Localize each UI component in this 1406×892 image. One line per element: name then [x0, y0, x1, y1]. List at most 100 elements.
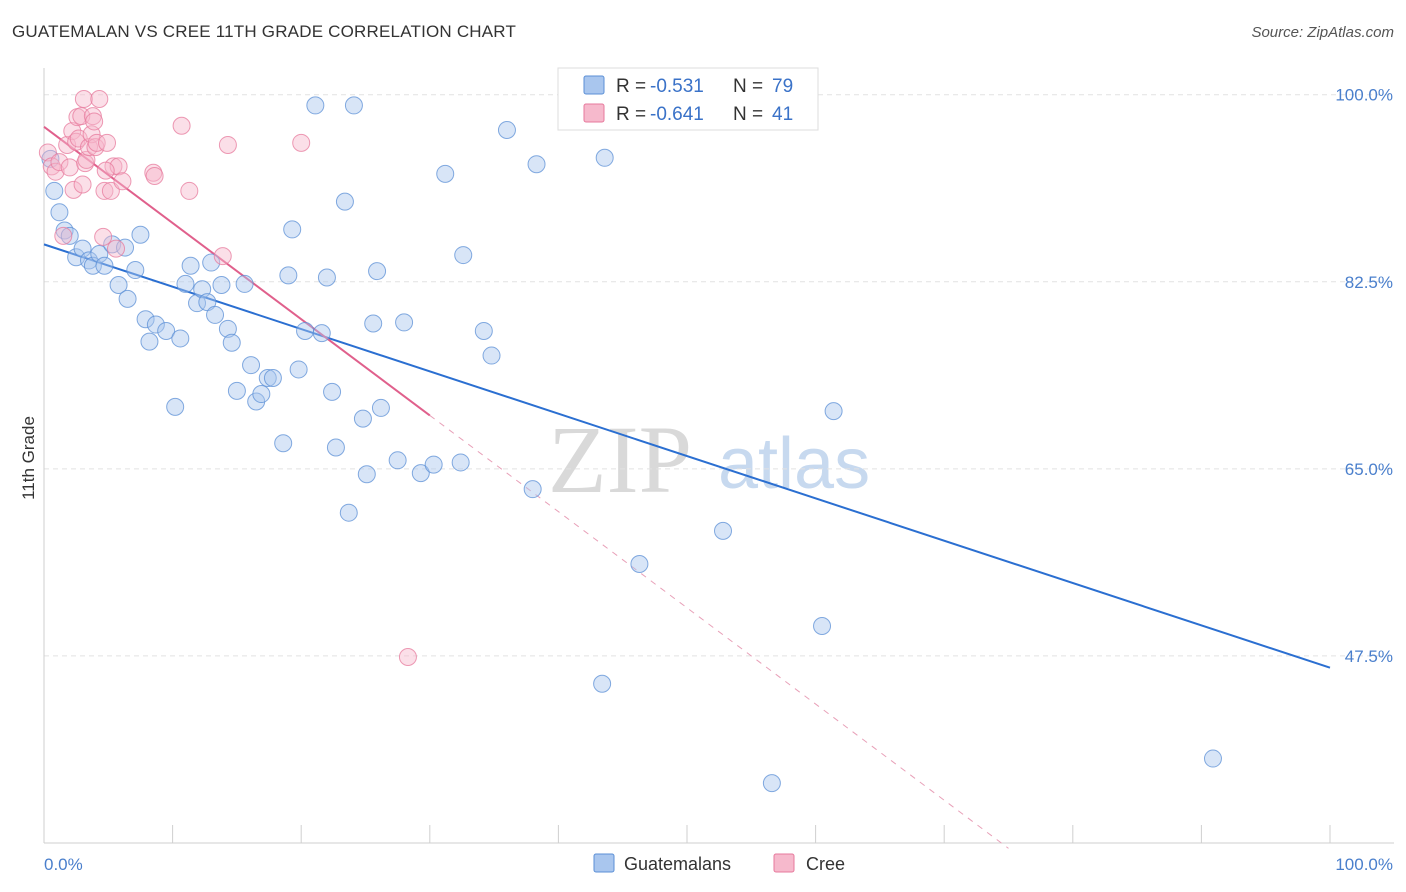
legend-swatch-cree [583, 103, 605, 123]
cree-point [73, 175, 92, 194]
guatemalans-point [451, 453, 470, 472]
cree-point [95, 181, 114, 200]
cree-point [90, 90, 109, 108]
guatemalans-point [482, 346, 501, 365]
guatemalans-point [227, 381, 246, 400]
cree-point [64, 180, 83, 199]
regression-lines [43, 125, 1331, 849]
guatemalans-point [157, 321, 176, 340]
guatemalans-point [212, 276, 231, 294]
cree-point [144, 163, 163, 182]
axes [43, 68, 1394, 844]
legend-n-value-cree: 41 [772, 104, 793, 125]
y-tick-labels: 47.5% 65.0% 82.5% 100.0% [1335, 86, 1393, 666]
cree-point [96, 161, 115, 180]
guatemalans-point [45, 181, 64, 200]
guatemalans-point [411, 464, 430, 483]
guatemalans-point [283, 220, 302, 239]
watermark: ZIP atlas [548, 406, 870, 513]
y-tick-label: 47.5% [1345, 647, 1393, 666]
cree-point [60, 158, 79, 177]
cree-point [87, 133, 106, 152]
guatemalans-point [258, 369, 277, 387]
cree-point [107, 239, 126, 258]
guatemalans-point [218, 319, 237, 338]
cree-point [46, 162, 65, 181]
guatemalans-regression-line [43, 243, 1331, 669]
guatemalans-point [109, 276, 128, 294]
guatemalans-point [274, 434, 293, 453]
guatemalans-point [166, 397, 185, 416]
guatemalans-point [181, 256, 200, 275]
guatemalans-point [1203, 749, 1222, 768]
guatemalans-point [252, 385, 271, 404]
y-tick-label: 65.0% [1345, 460, 1393, 479]
guatemalans-point [474, 321, 493, 340]
guatemalans-point [95, 256, 114, 275]
cree-point [54, 226, 73, 245]
guatemalans-point [263, 369, 282, 387]
cree-point [213, 247, 232, 266]
guatemalans-point [357, 465, 376, 484]
guatemalans-point [206, 305, 225, 324]
cree-regression-extension [429, 415, 1009, 849]
guatemalans-point [368, 262, 387, 281]
guatemalans-point [235, 274, 254, 293]
x-tick-label: 0.0% [44, 855, 83, 874]
guatemalans-point [323, 382, 342, 401]
guatemalans-point [595, 148, 614, 167]
chart-title: GUATEMALAN VS CREE 11TH GRADE CORRELATIO… [12, 22, 517, 41]
bottom-legend-swatch-cree [773, 853, 795, 873]
cree-point [292, 133, 311, 152]
guatemalans-point [523, 480, 542, 499]
guatemalans-point [118, 289, 137, 308]
guatemalans-point [73, 239, 92, 258]
guatemalans-point [222, 333, 241, 352]
cree-point [180, 181, 199, 200]
guatemalans-point [146, 315, 165, 334]
cree-point [74, 90, 93, 108]
cree-point [145, 166, 164, 185]
legend-r-label-guatemalans: R = [616, 76, 646, 97]
cree-point [172, 116, 191, 135]
guatemalans-point [116, 238, 135, 257]
bottom-legend-swatch-guatemalans [593, 853, 615, 873]
guatemalans-point [136, 310, 155, 329]
guatemalans-point [762, 774, 781, 793]
guatemalans-point [279, 266, 298, 285]
guatemalans-point [296, 321, 315, 340]
guatemalans-point [289, 360, 308, 379]
guatemalans-point [171, 329, 190, 348]
legend-n-label-guatemalans: N = [733, 76, 763, 97]
cree-point [85, 112, 104, 131]
cree-regression-line [43, 125, 431, 417]
guatemalans-point [317, 268, 336, 287]
legend-top: R = -0.531 N = 79 R = -0.641 N = 41 [557, 67, 819, 131]
legend-n-label-cree: N = [733, 104, 763, 125]
guatemalans-point [424, 455, 443, 474]
cree-point [50, 153, 69, 172]
guatemalans-point [312, 324, 331, 343]
cree-point [98, 133, 117, 152]
y-tick-label: 82.5% [1345, 273, 1393, 292]
guatemalans-point [454, 246, 473, 265]
guatemalans-point [527, 155, 546, 174]
legend-n-value-guatemalans: 79 [772, 76, 793, 97]
cree-point [101, 181, 120, 200]
guatemalans-point [395, 313, 414, 332]
x-tick-labels: 0.0% 100.0% [44, 855, 1393, 874]
bottom-legend-label-cree: Cree [806, 854, 845, 874]
guatemalans-point [593, 674, 612, 693]
guatemalans-point [131, 225, 150, 244]
guatemalans-point [202, 253, 221, 272]
legend-r-value-cree: -0.641 [650, 104, 704, 125]
cree-point [94, 227, 113, 246]
guatemalans-point [371, 398, 390, 417]
guatemalans-point [824, 402, 843, 421]
bottom-legend-label-guatemalans: Guatemalans [624, 854, 731, 874]
guatemalans-point [326, 438, 345, 457]
legend-swatch-guatemalans [583, 75, 605, 95]
cree-point [63, 122, 82, 141]
watermark-zip: ZIP [548, 406, 692, 513]
guatemalans-point [436, 164, 455, 183]
